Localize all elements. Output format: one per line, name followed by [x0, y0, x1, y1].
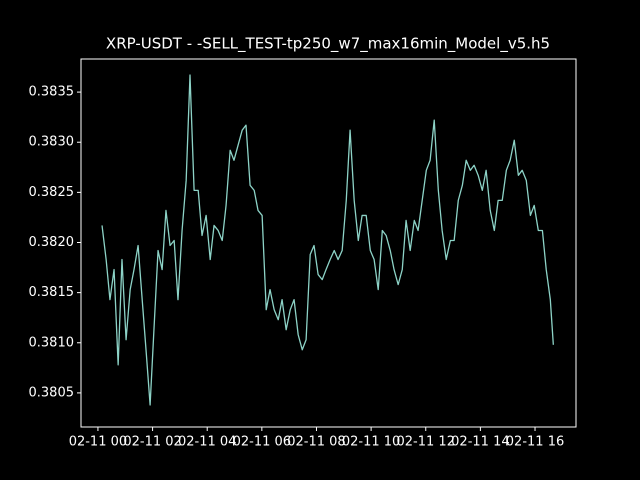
y-tick-label: 0.3810 [29, 335, 75, 350]
y-tick-label: 0.3815 [29, 285, 75, 300]
y-tick-label: 0.3825 [29, 185, 75, 200]
x-tick-label: 02-11 10 [342, 435, 400, 450]
x-tick-label: 02-11 00 [69, 435, 127, 450]
y-tick-label: 0.3835 [29, 85, 75, 100]
x-tick-label: 02-11 16 [506, 435, 564, 450]
x-tick-label: 02-11 04 [178, 435, 236, 450]
x-tick-label: 02-11 02 [123, 435, 181, 450]
x-tick-label: 02-11 14 [451, 435, 509, 450]
x-tick-label: 02-11 08 [287, 435, 345, 450]
x-tick-label: 02-11 12 [397, 435, 455, 450]
x-tick-label: 02-11 06 [233, 435, 291, 450]
y-tick-label: 0.3820 [29, 235, 75, 250]
chart-title: XRP-USDT - -SELL_TEST-tp250_w7_max16min_… [106, 35, 550, 54]
y-tick-label: 0.3805 [29, 385, 75, 400]
axes-frame [80, 58, 577, 428]
y-tick-label: 0.3830 [29, 135, 75, 150]
data-line [101, 74, 554, 406]
